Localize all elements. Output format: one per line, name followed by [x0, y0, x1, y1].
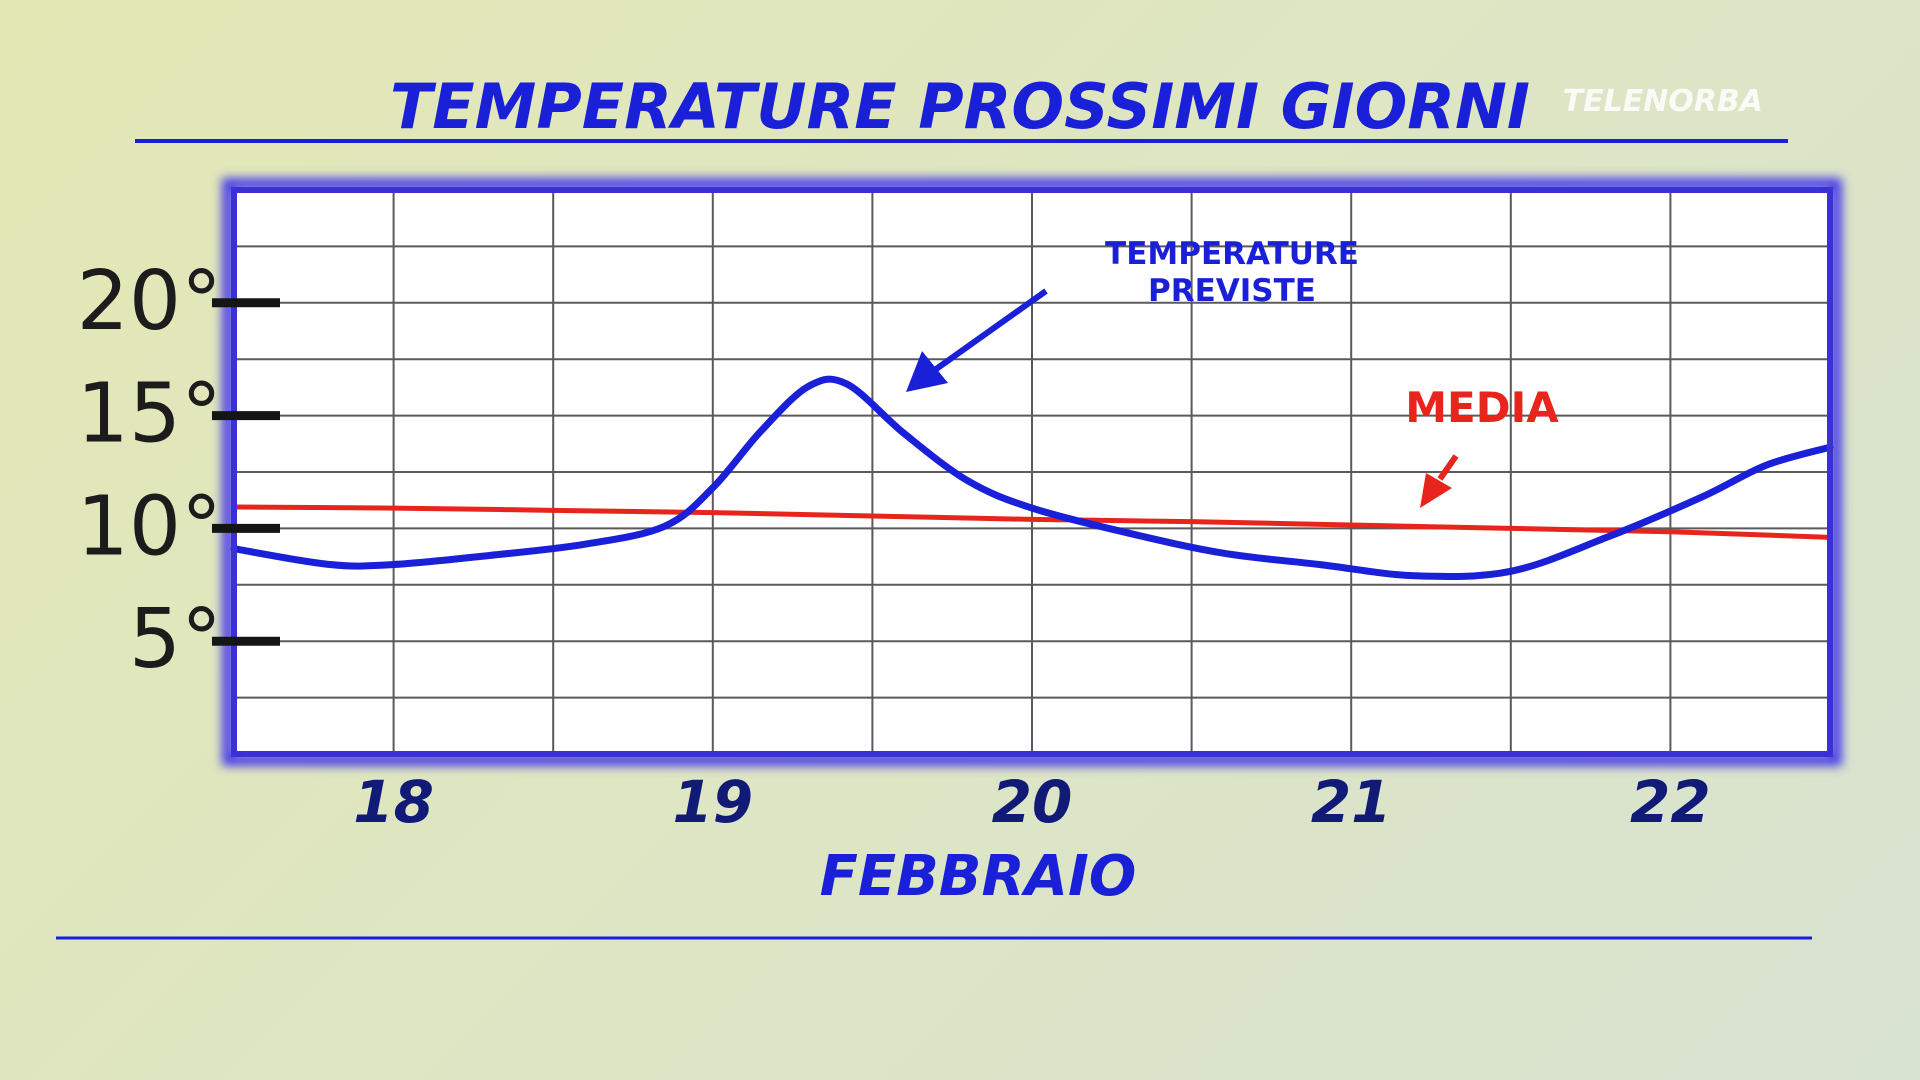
- x-tick-label: 18: [353, 768, 434, 836]
- y-tick-label: 5°: [129, 592, 222, 687]
- annotation-forecast-arrow: [906, 288, 1048, 392]
- channel-logo: TELENORBA: [1563, 84, 1763, 119]
- x-tick-label: 19: [672, 768, 753, 836]
- y-axis: 20° 15° 10° 5°: [77, 254, 280, 687]
- x-tick-label: 22: [1630, 768, 1711, 836]
- y-tick-label: 10°: [77, 479, 222, 574]
- annotation-average-arrow: [1420, 454, 1459, 508]
- x-tick-label: 20: [992, 768, 1073, 836]
- x-axis: 18 19 20 21 22: [353, 768, 1711, 836]
- x-axis-label: FEBBRAIO: [820, 844, 1137, 909]
- annotation-average-label: MEDIA: [1405, 383, 1559, 432]
- plot-frame-glow: [222, 178, 1842, 766]
- y-tick-label: 20°: [77, 254, 222, 349]
- annotation-forecast-line1: TEMPERATURE: [1105, 236, 1359, 272]
- series-lines: [230, 375, 1834, 581]
- chart-title: TEMPERATURE PROSSIMI GIORNI: [390, 70, 1530, 143]
- x-tick-label: 21: [1311, 768, 1392, 836]
- series-line-average: [231, 504, 1833, 540]
- series-line-forecast: [230, 375, 1834, 581]
- plot-frame: [231, 187, 1833, 757]
- y-tick-label: 15°: [77, 367, 222, 462]
- annotation-forecast-line2: PREVISTE: [1148, 273, 1316, 309]
